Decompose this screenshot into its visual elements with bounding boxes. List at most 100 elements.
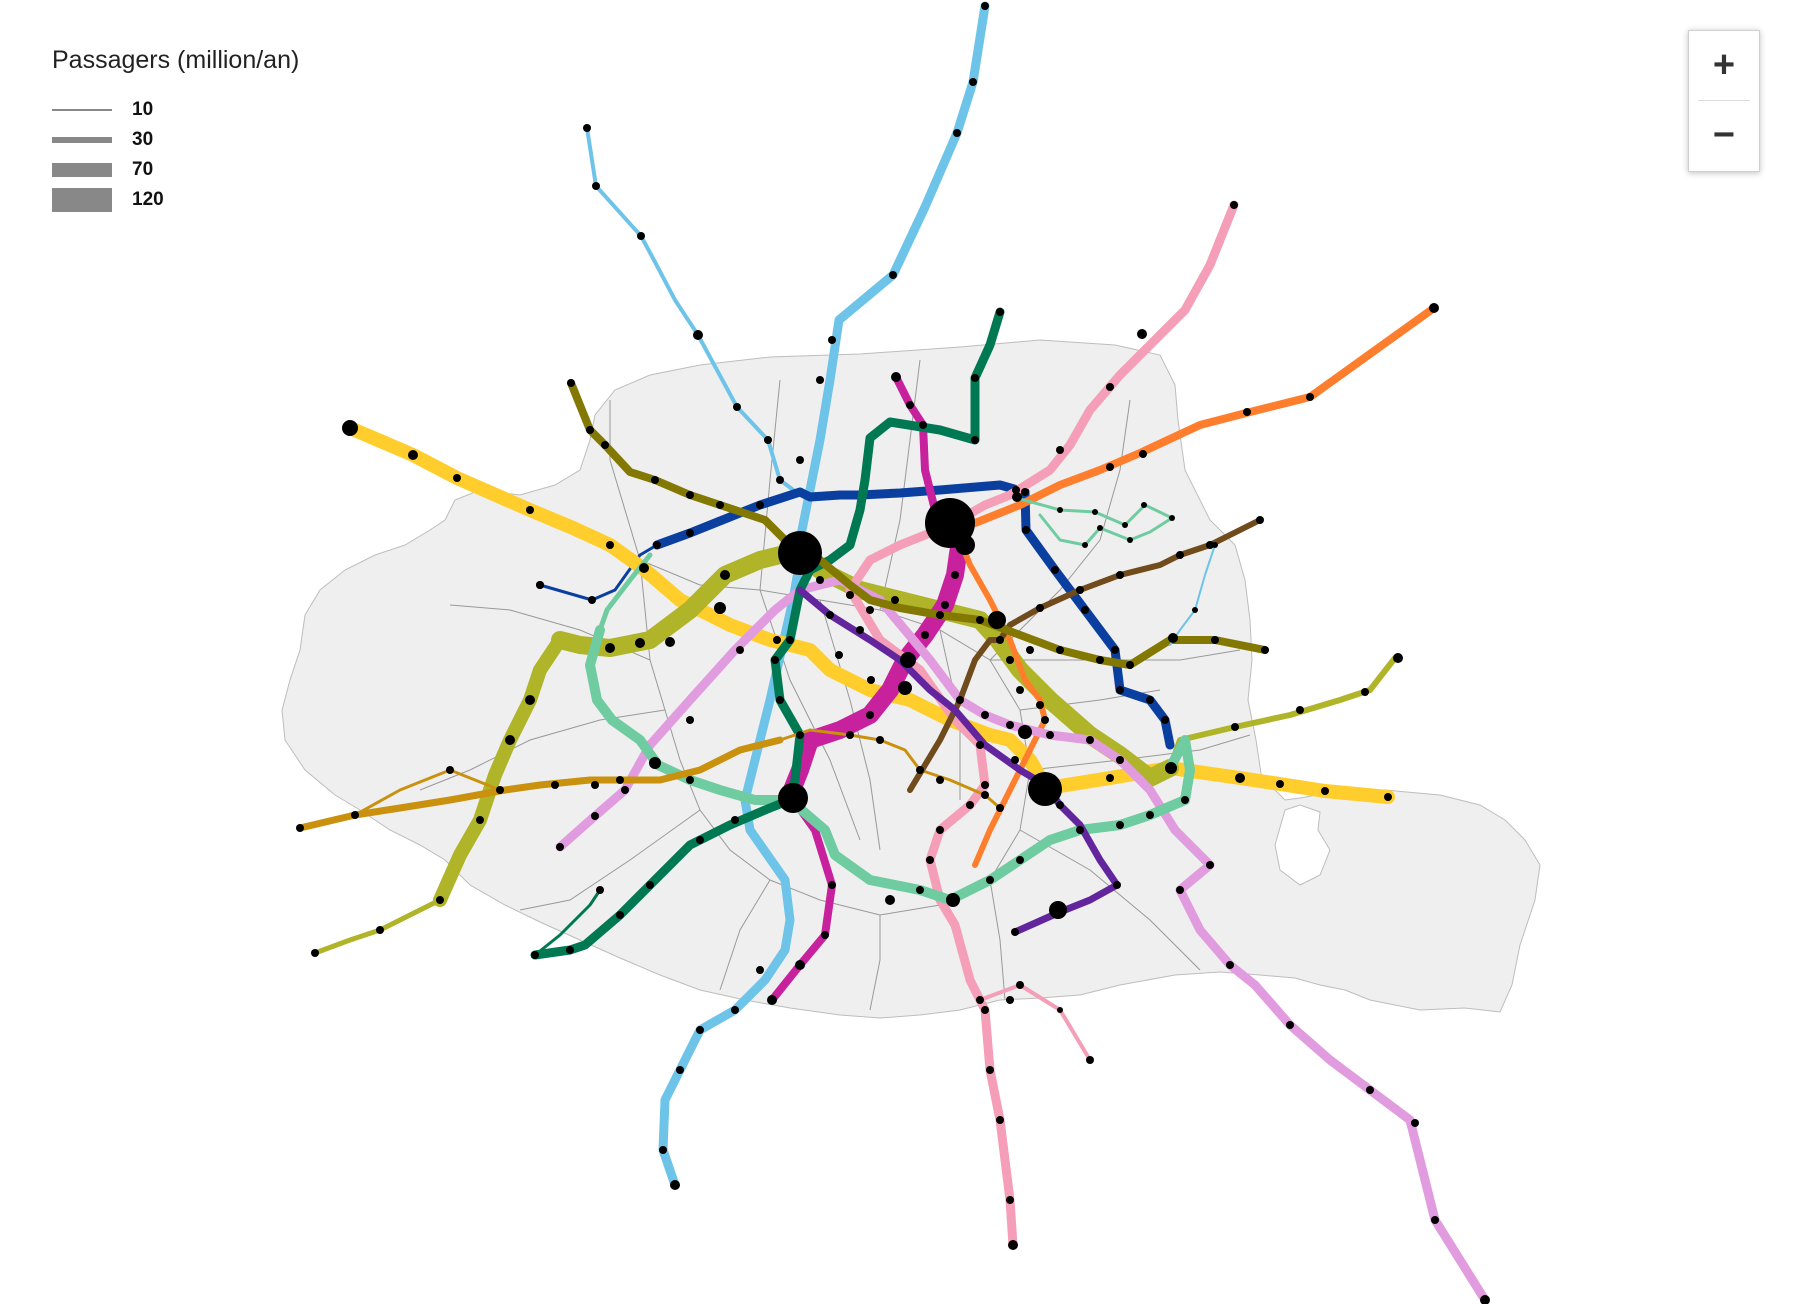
station[interactable] [1096, 656, 1104, 664]
station[interactable] [1011, 928, 1019, 936]
station[interactable] [651, 476, 659, 484]
station[interactable] [976, 996, 984, 1004]
station[interactable] [1056, 446, 1064, 454]
zoom-out-button[interactable]: − [1712, 114, 1736, 156]
station[interactable] [1036, 604, 1044, 612]
station[interactable] [966, 801, 974, 809]
station[interactable] [616, 776, 624, 784]
station[interactable] [659, 1146, 667, 1154]
station-hub-gare-est[interactable] [955, 535, 975, 555]
station[interactable] [828, 336, 836, 344]
station[interactable] [835, 651, 843, 659]
station[interactable] [693, 330, 703, 340]
station[interactable] [889, 271, 897, 279]
station[interactable] [1393, 653, 1403, 663]
station[interactable] [891, 372, 901, 382]
station[interactable] [856, 626, 864, 634]
station[interactable] [1056, 801, 1064, 809]
station[interactable] [936, 611, 944, 619]
station[interactable] [821, 931, 829, 939]
station[interactable] [1181, 796, 1189, 804]
station[interactable] [1296, 706, 1304, 714]
station-hub-bastille[interactable] [1049, 901, 1067, 919]
station[interactable] [1480, 1295, 1490, 1304]
station[interactable] [796, 456, 804, 464]
station-hub-place-italie[interactable] [946, 893, 960, 907]
station[interactable] [846, 731, 854, 739]
station-hub-montparnasse[interactable] [778, 783, 808, 813]
station[interactable] [1169, 515, 1175, 521]
station[interactable] [605, 643, 615, 653]
station[interactable] [505, 735, 515, 745]
zoom-in-button[interactable]: + [1712, 44, 1736, 86]
station[interactable] [921, 631, 929, 639]
station[interactable] [1016, 686, 1024, 694]
station[interactable] [311, 949, 319, 957]
station[interactable] [526, 506, 534, 514]
station[interactable] [1006, 996, 1014, 1004]
station[interactable] [476, 816, 484, 824]
station[interactable] [566, 946, 574, 954]
station[interactable] [596, 886, 604, 894]
station[interactable] [525, 695, 535, 705]
station[interactable] [1139, 450, 1147, 458]
station[interactable] [773, 636, 781, 644]
station[interactable] [969, 78, 977, 86]
station[interactable] [670, 1180, 680, 1190]
station[interactable] [846, 591, 854, 599]
station[interactable] [1366, 1086, 1374, 1094]
station[interactable] [731, 1006, 739, 1014]
station[interactable] [776, 696, 784, 704]
station[interactable] [1146, 811, 1154, 819]
station[interactable] [1026, 646, 1034, 654]
station[interactable] [1022, 526, 1030, 534]
station[interactable] [1106, 774, 1114, 782]
station[interactable] [956, 696, 964, 704]
station[interactable] [776, 476, 784, 484]
station[interactable] [296, 824, 304, 832]
station[interactable] [1012, 486, 1020, 494]
station[interactable] [591, 781, 599, 789]
station[interactable] [1057, 507, 1063, 513]
station[interactable] [588, 596, 596, 604]
station[interactable] [1051, 566, 1059, 574]
station[interactable] [1097, 525, 1103, 531]
station[interactable] [376, 926, 384, 934]
station[interactable] [1235, 773, 1245, 783]
station[interactable] [1116, 756, 1124, 764]
station[interactable] [1411, 1119, 1419, 1127]
station[interactable] [936, 776, 944, 784]
station[interactable] [1192, 607, 1198, 613]
station[interactable] [1106, 383, 1114, 391]
station-hub-gare-de-lyon[interactable] [1028, 772, 1062, 806]
station[interactable] [653, 541, 661, 549]
station[interactable] [916, 886, 924, 894]
station[interactable] [981, 781, 989, 789]
station-hub-invalides[interactable] [898, 681, 912, 695]
station[interactable] [436, 896, 444, 904]
station-hub-saint-lazare[interactable] [778, 531, 822, 575]
station[interactable] [696, 836, 704, 844]
station[interactable] [1021, 488, 1029, 496]
station[interactable] [351, 811, 359, 819]
station[interactable] [996, 308, 1004, 316]
station[interactable] [591, 812, 599, 820]
station[interactable] [767, 995, 777, 1005]
station[interactable] [696, 1026, 704, 1034]
station-hub-la-defense[interactable] [342, 420, 358, 436]
station[interactable] [1006, 721, 1014, 729]
station[interactable] [731, 816, 739, 824]
station[interactable] [816, 376, 824, 384]
station[interactable] [976, 741, 984, 749]
station[interactable] [867, 676, 875, 684]
stations[interactable] [296, 2, 1490, 1304]
station[interactable] [996, 636, 1004, 644]
station[interactable] [1429, 303, 1439, 313]
station[interactable] [720, 570, 730, 580]
station[interactable] [1306, 393, 1314, 401]
station-hub-chatelet[interactable] [988, 611, 1006, 629]
station[interactable] [828, 881, 836, 889]
station[interactable] [1057, 1007, 1063, 1013]
station[interactable] [536, 581, 544, 589]
